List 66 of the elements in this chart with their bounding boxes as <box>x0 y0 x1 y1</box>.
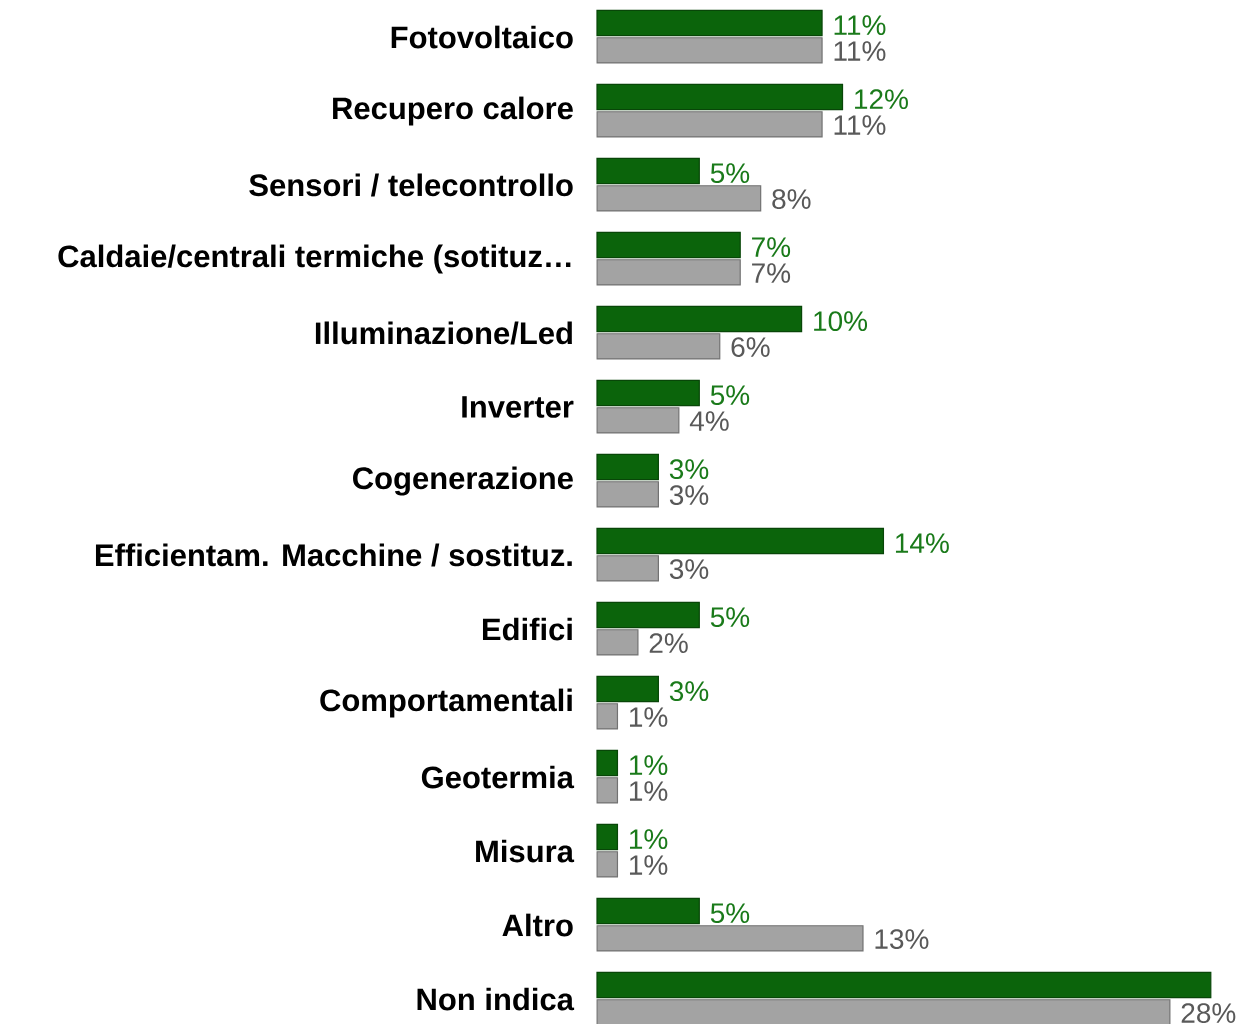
y-tick-label: Edifici <box>482 617 572 641</box>
bar <box>596 481 659 508</box>
data-label: 3% <box>669 459 709 480</box>
data-label: 5% <box>710 903 750 924</box>
bar <box>596 231 741 259</box>
bar <box>596 601 700 629</box>
bar <box>596 897 700 925</box>
bar <box>596 925 864 952</box>
data-label: 5% <box>710 607 750 628</box>
data-label: 28% <box>1181 1003 1236 1024</box>
bar <box>596 453 659 481</box>
data-label: 6% <box>731 337 770 357</box>
data-label: 12% <box>855 89 908 110</box>
data-label: 11% <box>834 115 886 135</box>
data-label: 7% <box>752 263 791 283</box>
data-label: 13% <box>875 929 929 950</box>
bar <box>596 749 619 777</box>
bar <box>596 407 680 434</box>
bar <box>596 157 700 185</box>
y-tick-label: Geotermia <box>421 765 575 789</box>
bar <box>596 971 1212 999</box>
y-tick-label: Recupero calore <box>333 96 573 126</box>
bar <box>596 111 823 138</box>
bar <box>596 37 823 64</box>
y-tick-label: Non indica <box>417 987 575 1011</box>
bar <box>596 555 659 582</box>
data-label: 8% <box>772 189 811 209</box>
y-tick-label: Caldaie/centrali termiche (sotituz… <box>58 244 571 274</box>
bar <box>596 305 803 333</box>
y-tick-label: Sensori / telecontrollo <box>249 173 573 197</box>
y-tick-label: Altro <box>502 913 573 937</box>
y-tick-label: Illuminazione/Led <box>315 321 572 345</box>
bar <box>596 259 741 286</box>
data-label: 1% <box>629 781 668 801</box>
y-tick-label: Fotovoltaico <box>391 25 573 49</box>
data-label: 1% <box>629 829 668 849</box>
data-label: 4% <box>689 411 729 431</box>
data-label: 5% <box>710 163 750 184</box>
y-tick-label: Comportamentali <box>320 688 572 718</box>
y-tick-label: Inverter <box>462 396 574 418</box>
bar <box>596 185 762 212</box>
data-label: 3% <box>669 559 709 580</box>
data-label: 7% <box>752 237 791 257</box>
y-tick-label: Cogenerazione <box>353 466 573 496</box>
bar <box>596 527 885 555</box>
data-label: 11% <box>834 15 886 35</box>
bar <box>596 379 700 407</box>
data-label: 11% <box>834 41 886 61</box>
data-label: 14% <box>895 533 949 553</box>
data-label: 5% <box>710 385 750 406</box>
y-tick-label: Efficientam. Macchine / sostituz. <box>95 543 572 567</box>
data-label: 2% <box>649 633 688 653</box>
data-label: 3% <box>669 681 709 702</box>
data-label: 1% <box>629 755 668 775</box>
data-label: 10% <box>814 311 868 332</box>
bar <box>596 999 1171 1024</box>
bar <box>596 629 639 656</box>
bar <box>596 823 619 851</box>
bar <box>596 83 844 111</box>
data-label: 1% <box>629 707 668 727</box>
y-tick-label: Misura <box>476 839 575 863</box>
bar <box>596 9 823 37</box>
data-label: 3% <box>669 485 709 506</box>
data-label: 1% <box>629 855 668 875</box>
bar <box>596 333 721 360</box>
bar <box>596 675 659 703</box>
